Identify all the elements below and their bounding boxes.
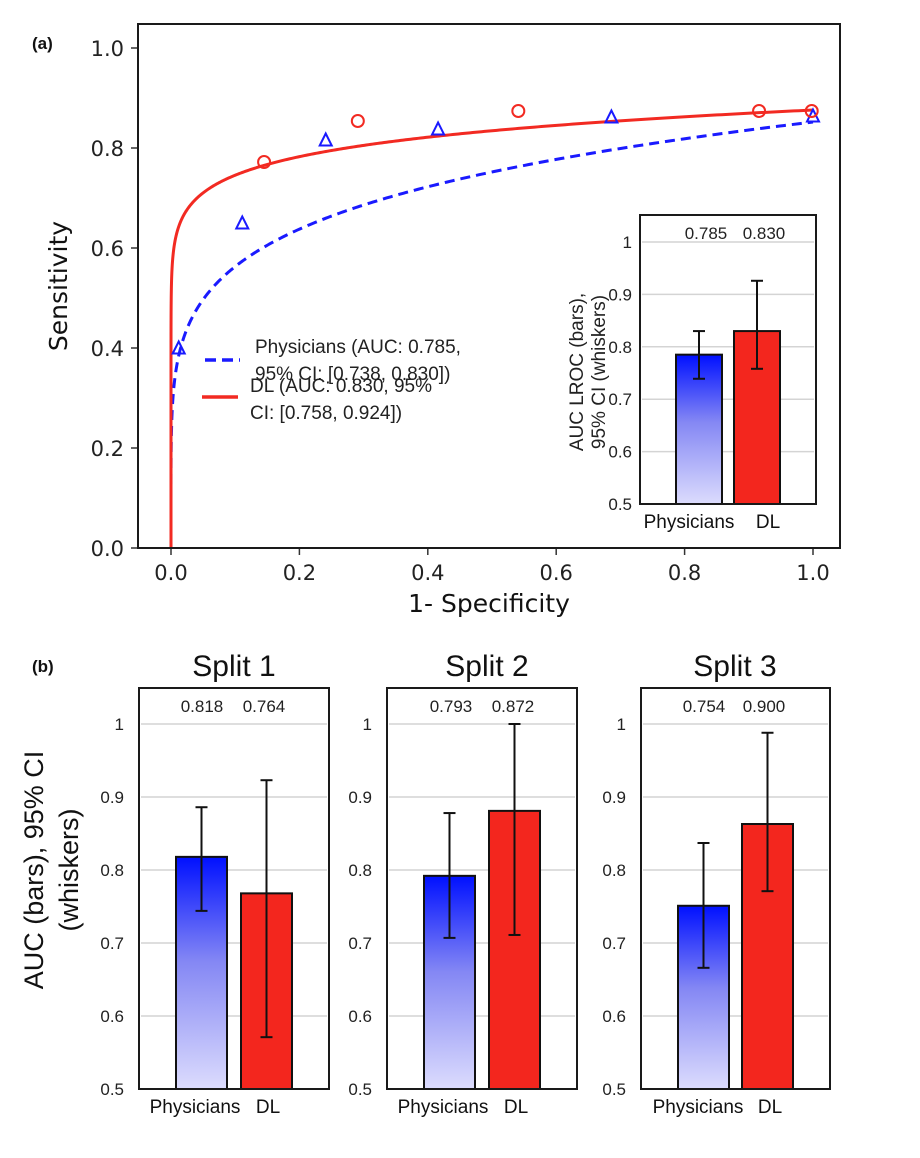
- panel-b-label: (b): [32, 657, 54, 676]
- y-tick-label: 0.9: [608, 285, 632, 304]
- category-label-dl: DL: [504, 1097, 528, 1118]
- split-2-chart: Split 2 0.5 0.6 0.7 0.8 0.9 1 0.793 Physicians 0…: [348, 650, 578, 1118]
- category-label-physicians: Physicians: [653, 1097, 744, 1118]
- plot-frame: [640, 687, 831, 1090]
- x-tick-label: 0.4: [411, 561, 444, 585]
- y-tick-label: 1: [617, 715, 626, 734]
- x-tick-label: 0.0: [154, 561, 187, 585]
- value-label-dl: 0.764: [243, 697, 286, 716]
- y-tick-label: 0.6: [602, 1007, 626, 1026]
- x-tick-label: 0.8: [668, 561, 701, 585]
- inset-bar-chart: 0.5 0.6 0.7 0.8 0.9 1 0.785 Physicians 0.830 DL A…: [567, 214, 817, 533]
- x-tick-label: 0.6: [539, 561, 572, 585]
- legend-physicians-line2: 95% CI: [0.738, 0.830]): [255, 364, 450, 385]
- legend-dl-line1: DL (AUC: 0.830, 95%: [250, 376, 432, 397]
- roc-markers: [171, 104, 821, 355]
- x-tick-label: 0.2: [283, 561, 316, 585]
- y-tick-label: 0.9: [100, 788, 124, 807]
- y-tick-label: 0.9: [602, 788, 626, 807]
- physicians-point-marker: [318, 131, 334, 147]
- split-3-title: Split 3: [693, 650, 776, 683]
- category-label-dl: DL: [758, 1097, 782, 1118]
- y-tick-label: 0.8: [602, 861, 626, 880]
- y-tick-label: 0.7: [602, 934, 626, 953]
- dl-point-marker: [752, 104, 767, 118]
- dl-point-marker: [350, 114, 365, 128]
- y-tick-label: 0.9: [348, 788, 372, 807]
- y-tick-label: 0.7: [348, 934, 372, 953]
- y-tick-label: 0.8: [100, 861, 124, 880]
- y-tick-label: 0.5: [100, 1080, 124, 1099]
- y-tick-label: 0.8: [91, 137, 124, 161]
- y-tick-label: 0.5: [608, 495, 632, 514]
- physicians-point-marker: [603, 108, 620, 124]
- split-1-title: Split 1: [192, 650, 275, 683]
- legend-dl-line2: CI: [0.758, 0.924]): [250, 403, 402, 424]
- y-tick-label: 0.2: [91, 437, 124, 461]
- plot-frame: [386, 687, 578, 1090]
- plot-frame: [138, 687, 330, 1090]
- roc-x-axis-title: 1- Specificity: [408, 589, 570, 618]
- y-tick-label: 0.6: [100, 1007, 124, 1026]
- physicians-point-marker: [234, 214, 250, 230]
- split-3-chart: Split 3 0.5 0.6 0.7 0.8 0.9 1 0.754 Physicians 0…: [602, 650, 831, 1118]
- roc-curve-dl: [169, 108, 814, 548]
- value-label-dl: 0.830: [743, 224, 786, 243]
- value-label-physicians: 0.793: [430, 697, 473, 716]
- y-tick-label: 0.6: [91, 237, 124, 261]
- category-label-physicians: Physicians: [644, 512, 735, 533]
- y-tick-label: 1.0: [91, 37, 124, 61]
- value-label-physicians: 0.785: [685, 224, 728, 243]
- roc-curves: [169, 108, 814, 548]
- y-tick-label: 0.5: [602, 1080, 626, 1099]
- y-tick-label: 0.0: [91, 537, 124, 561]
- roc-axes: 0.0 0.2 0.4 0.6 0.8 1.0 0.0 0.2 0.4 0.6 0.8 1.0: [91, 37, 830, 585]
- category-label-dl: DL: [756, 512, 780, 533]
- panel-a-label: (a): [32, 34, 53, 53]
- category-label-dl: DL: [256, 1097, 280, 1118]
- split-bar-charts: AUC (bars), 95% CI (whiskers) Split 1 0.…: [19, 650, 831, 1118]
- inset-y-axis-title-line1: AUC LROC (bars),: [567, 293, 588, 451]
- splits-y-axis-title-line1: AUC (bars), 95% CI: [19, 751, 49, 990]
- y-tick-label: 0.6: [348, 1007, 372, 1026]
- roc-legend: Physicians (AUC: 0.785, 95% CI: [0.738, …: [202, 337, 461, 424]
- split-2-title: Split 2: [445, 650, 528, 683]
- value-label-physicians: 0.754: [683, 697, 726, 716]
- value-label-dl: 0.872: [492, 697, 535, 716]
- inset-frame: [639, 214, 817, 505]
- roc-curve-physicians: [169, 120, 814, 548]
- category-label-physicians: Physicians: [150, 1097, 241, 1118]
- dl-point-marker: [511, 104, 526, 118]
- value-label-dl: 0.900: [743, 697, 786, 716]
- category-label-physicians: Physicians: [398, 1097, 489, 1118]
- y-tick-label: 1: [623, 233, 632, 252]
- dl-point-marker: [804, 104, 819, 118]
- y-tick-label: 0.4: [91, 337, 124, 361]
- physicians-point-marker: [430, 120, 446, 136]
- y-tick-label: 0.7: [100, 934, 124, 953]
- y-tick-label: 0.8: [348, 861, 372, 880]
- physicians-point-marker: [171, 339, 187, 355]
- dl-point-marker: [257, 155, 272, 169]
- roc-frame: [137, 23, 841, 549]
- inset-y-axis-title-line2: 95% CI (whiskers): [589, 295, 610, 449]
- roc-y-axis-title: Sensitivity: [44, 221, 73, 351]
- bar-physicians: [175, 855, 228, 1090]
- y-tick-label: 0.6: [608, 443, 632, 462]
- inset-background: [640, 215, 816, 504]
- split-1-chart: Split 1 0.5 0.6 0.7 0.8 0.9 1 0.818 Physicians 0…: [100, 650, 330, 1118]
- y-tick-label: 0.7: [608, 390, 632, 409]
- y-tick-label: 1: [363, 715, 372, 734]
- x-tick-label: 1.0: [796, 561, 829, 585]
- value-label-physicians: 0.818: [181, 697, 224, 716]
- y-tick-label: 0.8: [608, 338, 632, 357]
- legend-physicians-line1: Physicians (AUC: 0.785,: [255, 337, 461, 358]
- y-tick-label: 0.5: [348, 1080, 372, 1099]
- y-tick-label: 1: [115, 715, 124, 734]
- roc-chart: 0.0 0.2 0.4 0.6 0.8 1.0 0.0 0.2 0.4 0.6 0.8 1.0 1- …: [44, 23, 841, 618]
- splits-y-axis-title-line2: (whiskers): [54, 808, 84, 931]
